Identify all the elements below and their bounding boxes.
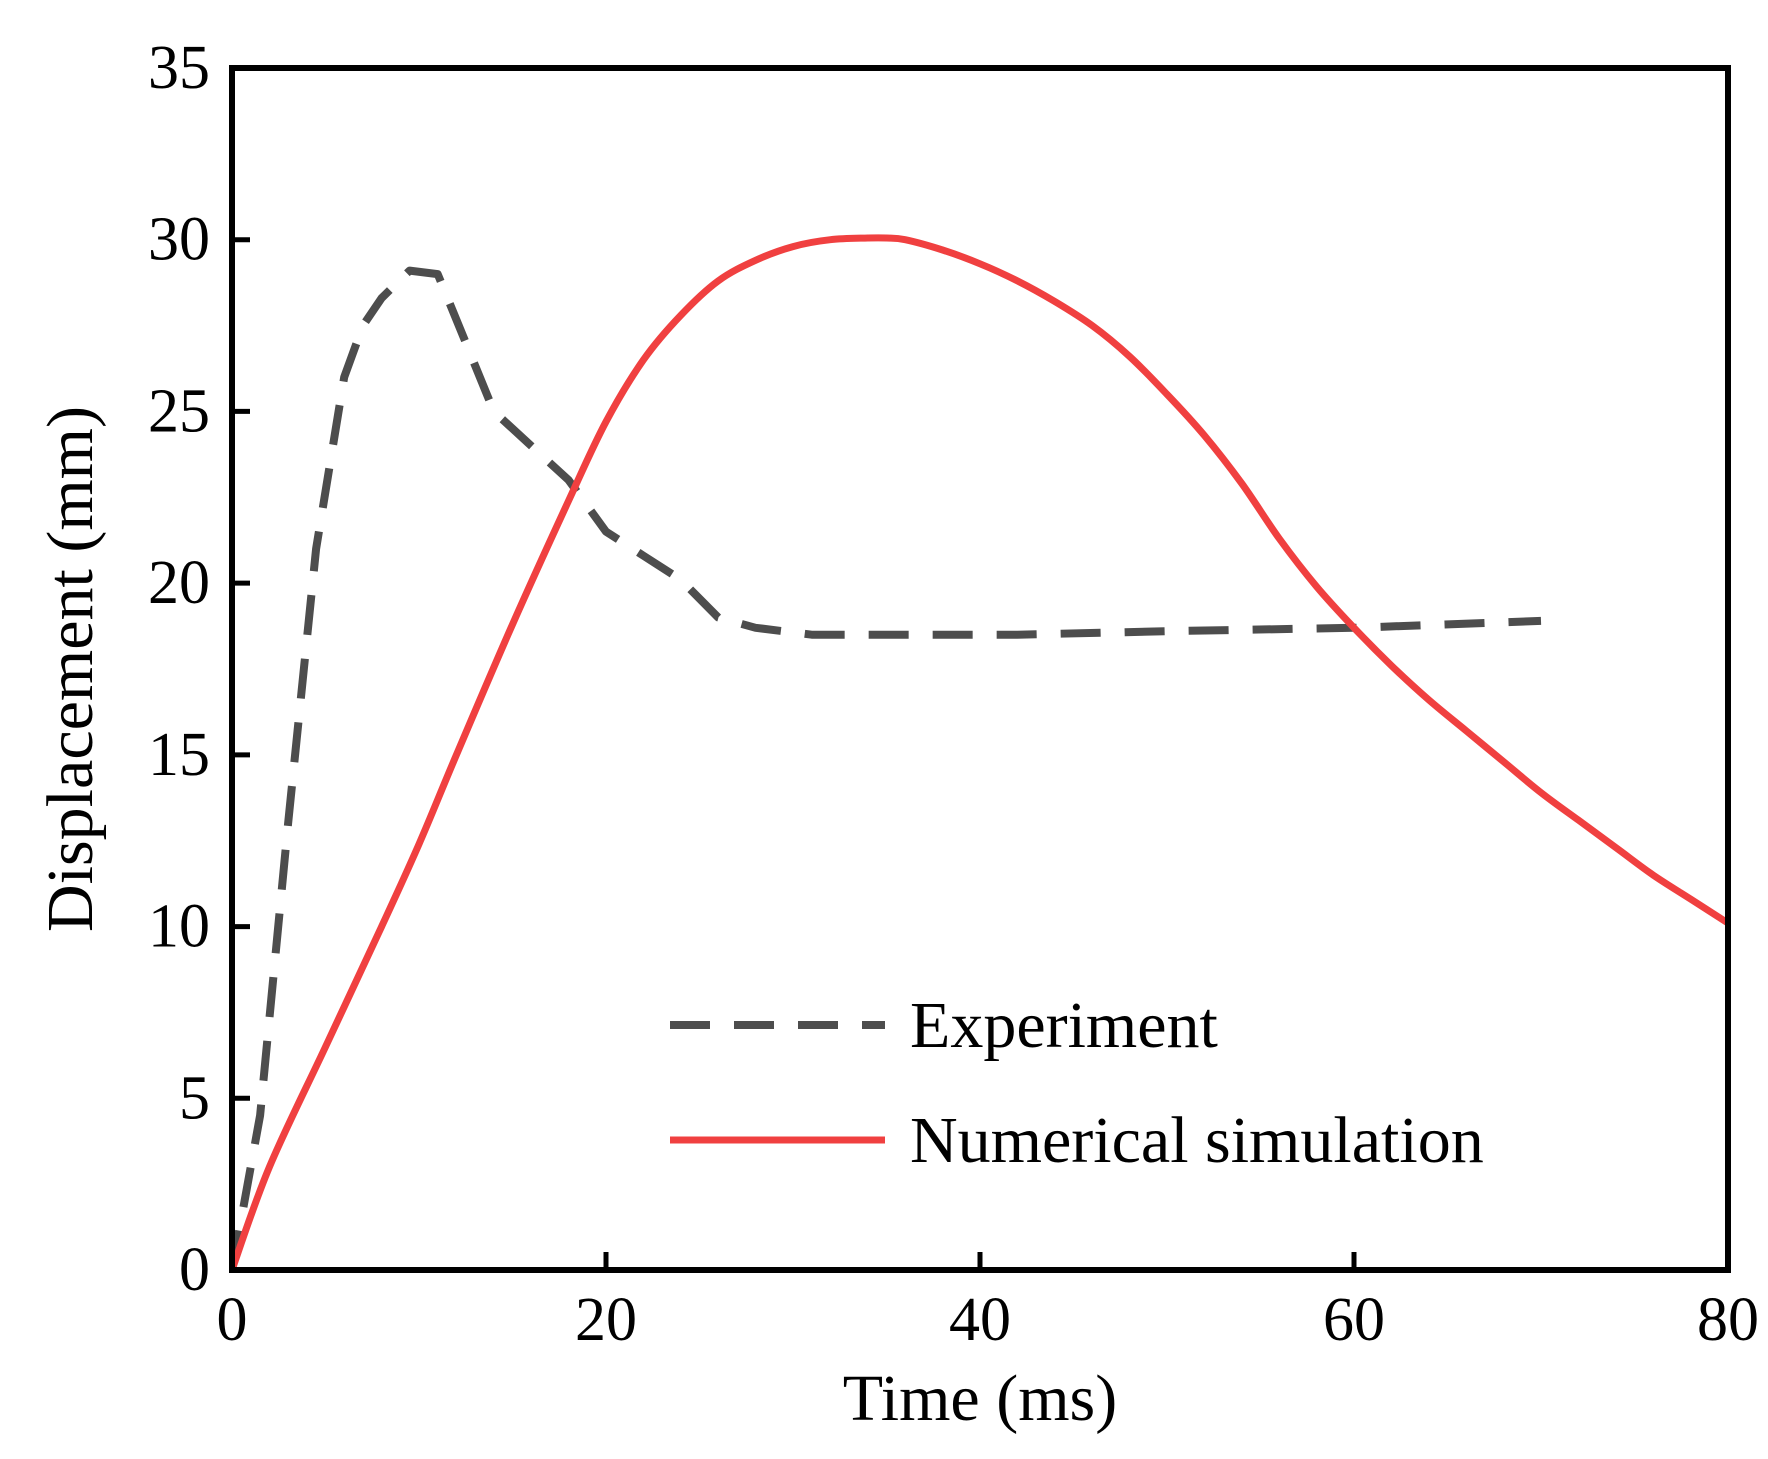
x-tick-label: 40 [949,1286,1011,1354]
x-axis-title: Time (ms) [843,1362,1117,1435]
y-tick-label: 0 [179,1236,210,1304]
simulation-series-line [232,234,1728,1270]
legend: Experiment Numerical simulation [670,989,1484,1177]
y-tick-label: 10 [148,893,210,961]
y-tick-label: 25 [148,377,210,445]
y-axis-title: Displacement (mm) [34,406,107,932]
legend-experiment-label: Experiment [910,989,1218,1062]
x-tick-label: 20 [575,1286,637,1354]
legend-simulation-label: Numerical simulation [910,1104,1484,1177]
y-tick-label: 15 [148,721,210,789]
x-tick-label: 60 [1323,1286,1385,1354]
y-tick-label: 20 [148,549,210,617]
series-layer [232,234,1728,1270]
y-tick-label: 30 [148,206,210,274]
y-tick-label: 35 [148,34,210,102]
experiment-series-line [232,266,1542,1270]
ticks-layer: 0 20 40 60 80 0 5 10 15 20 25 30 35 [148,34,1759,1354]
x-tick-label: 0 [217,1286,248,1354]
y-tick-label: 5 [179,1064,210,1132]
x-tick-label: 80 [1697,1286,1759,1354]
plot-frame [229,65,1731,1273]
